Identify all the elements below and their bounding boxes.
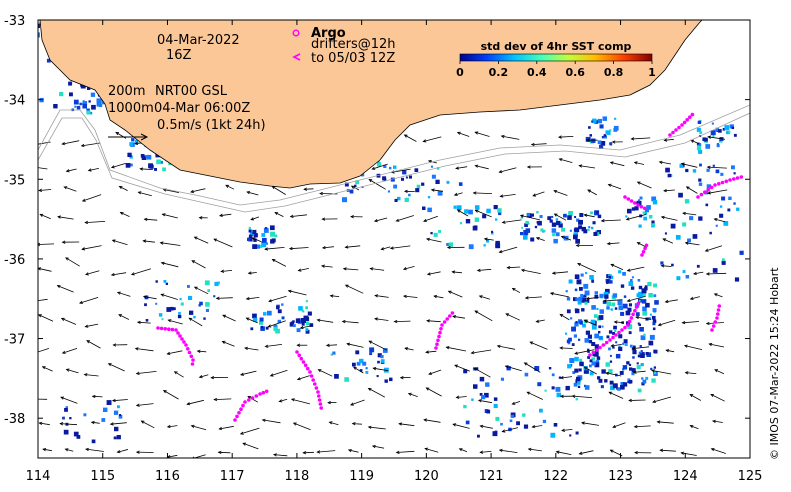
colorbar-tick-label: 0.6: [565, 66, 585, 79]
drifters-to-label: to 05/03 12Z: [311, 51, 395, 66]
y-tick-label: -37: [4, 333, 25, 348]
land-mass: [38, 20, 703, 189]
colorbar-tick-label: 0: [456, 66, 464, 79]
x-tick-label: 125: [738, 469, 763, 484]
y-tick-label: -36: [4, 253, 25, 268]
colorbar-title: std dev of 4hr SST comp: [481, 40, 632, 53]
x-tick-label: 114: [26, 469, 51, 484]
x-tick-label: 122: [543, 469, 568, 484]
colorbar: [459, 53, 653, 62]
y-axis: -33 -34 -35 -36 -37 -38: [4, 14, 750, 427]
x-tick-label: 121: [479, 469, 504, 484]
argo-marker-icon: [292, 29, 300, 37]
time-label: 16Z: [166, 48, 192, 63]
colorbar-ticks: 0 0.2 0.4 0.6 0.8 1: [456, 61, 656, 79]
isobath-1000m: [38, 112, 750, 213]
credit-label: © IMOS 07-Mar-2022 15:24 Hobart: [768, 267, 781, 460]
scale-label: 0.5m/s (1kt 24h): [157, 118, 266, 133]
date-label: 04-Mar-2022: [157, 33, 240, 48]
drifter-tracks: [156, 112, 744, 422]
x-tick-label: 118: [284, 469, 309, 484]
isobath-200-label: 200m: [108, 84, 145, 99]
colorbar-tick-label: 0.8: [604, 66, 624, 79]
scale-arrow: [108, 133, 149, 141]
current-vectors: [38, 129, 728, 458]
plot-frame: [37, 19, 751, 459]
x-tick-label: 116: [155, 469, 180, 484]
argo-title: Argo: [311, 26, 346, 41]
drifters-label: drifters@12h: [311, 37, 396, 52]
x-tick-label: 119: [349, 469, 374, 484]
current-time-label: 04-Mar 06:00Z: [154, 101, 250, 116]
y-tick-label: -35: [4, 173, 25, 188]
x-tick-label: 123: [608, 469, 633, 484]
x-tick-label: 115: [90, 469, 115, 484]
x-tick-label: 124: [673, 469, 698, 484]
colorbar-tick-label: 1: [648, 66, 656, 79]
y-tick-label: -38: [4, 412, 25, 427]
colorbar-tick-label: 0.2: [489, 66, 509, 79]
isobath-200m: [38, 104, 750, 206]
x-tick-label: 120: [414, 469, 439, 484]
x-axis: 114 115 116 117 118 119 120 121 122 123 124 125: [26, 20, 763, 484]
colorbar-tick-label: 0.4: [527, 66, 547, 79]
isobath-1000-label: 1000m: [108, 101, 154, 116]
current-product-label: NRT00 GSL: [155, 84, 228, 99]
y-tick-label: -34: [4, 94, 25, 109]
drifter-marker-icon: [292, 53, 301, 61]
y-tick-label: -33: [4, 14, 25, 29]
x-tick-label: 117: [220, 469, 245, 484]
